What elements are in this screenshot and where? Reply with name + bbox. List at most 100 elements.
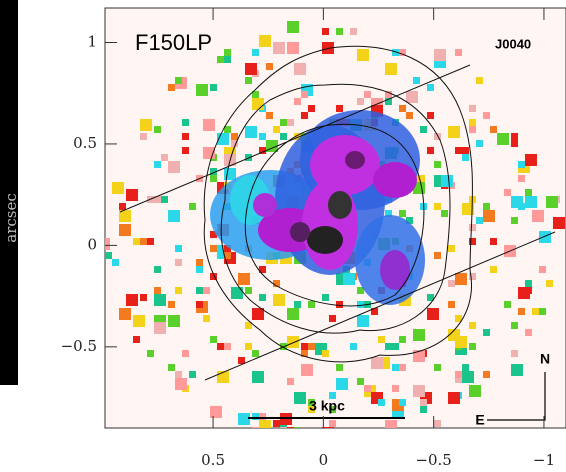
pixel <box>175 259 182 266</box>
pixel <box>231 133 238 140</box>
pixel <box>252 49 259 56</box>
pixel <box>350 343 357 350</box>
pixel <box>455 147 462 154</box>
pixel <box>154 196 161 203</box>
pixel <box>175 245 182 252</box>
pixel <box>399 364 406 371</box>
pixel <box>434 49 446 61</box>
pixel <box>427 147 434 154</box>
pixel <box>294 448 301 455</box>
pixel <box>399 105 406 112</box>
pixel <box>462 154 469 161</box>
emission-core <box>380 250 410 290</box>
pixel <box>252 350 259 357</box>
pixel <box>273 294 285 306</box>
pixel <box>203 287 210 294</box>
pixel <box>259 420 271 428</box>
pixel <box>413 329 425 341</box>
pixel <box>252 98 264 110</box>
emission-core <box>253 193 277 217</box>
pixel <box>525 196 537 208</box>
filter-title: F150LP <box>135 30 212 55</box>
pixel <box>154 126 161 133</box>
y-axis-label: arcsec <box>2 193 20 243</box>
pixel <box>259 294 266 301</box>
pixel <box>406 91 418 103</box>
pixel <box>427 84 434 91</box>
pixel <box>294 392 306 404</box>
pixel <box>224 343 231 350</box>
pixel <box>385 343 392 350</box>
pixel <box>259 35 271 47</box>
pixel <box>504 189 511 196</box>
pixel <box>399 49 406 56</box>
pixel <box>294 63 306 75</box>
pixel <box>217 343 224 350</box>
pixel <box>266 112 273 119</box>
pixel <box>287 336 299 348</box>
pixel <box>280 427 292 428</box>
pixel <box>154 266 161 273</box>
pixel <box>378 336 385 343</box>
pixel <box>427 308 439 320</box>
pixel <box>546 196 558 208</box>
pixel <box>357 301 364 308</box>
pixel <box>511 364 523 376</box>
pixel <box>252 413 259 420</box>
pixel <box>301 350 308 357</box>
pixel <box>462 147 469 154</box>
pixel <box>147 238 154 245</box>
pixel <box>294 133 301 140</box>
y-tick-label: 0.5 <box>73 134 97 152</box>
pixel <box>364 385 371 392</box>
pixel <box>392 385 399 392</box>
emission-core <box>310 135 380 195</box>
emission-peak <box>307 226 343 254</box>
pixel <box>280 133 287 140</box>
pixel <box>210 245 217 252</box>
pixel <box>105 238 110 250</box>
pixel <box>119 308 131 320</box>
pixel <box>196 287 203 294</box>
pixel <box>504 301 511 308</box>
pixel <box>357 98 364 105</box>
pixel <box>413 77 420 84</box>
pixel <box>294 434 301 441</box>
pixel <box>427 294 434 301</box>
pixel <box>441 175 453 187</box>
pixel <box>448 301 455 308</box>
pixel <box>245 77 252 84</box>
pixel <box>455 49 462 56</box>
pixel <box>490 266 497 273</box>
pixel <box>329 420 336 427</box>
pixel <box>385 91 392 98</box>
pixel <box>287 119 294 126</box>
pixel <box>112 259 119 266</box>
pixel <box>182 350 189 357</box>
pixel <box>336 364 343 371</box>
pixel <box>525 154 537 166</box>
pixel <box>161 196 168 203</box>
pixel <box>168 301 175 308</box>
x-tick-label: 0.5 <box>201 451 225 469</box>
pixel <box>294 98 301 105</box>
pixel <box>406 112 413 119</box>
pixel <box>455 315 462 322</box>
pixel <box>322 427 334 428</box>
pixel <box>224 252 231 259</box>
pixel <box>385 63 397 75</box>
pixel <box>245 126 257 138</box>
pixel <box>441 210 448 217</box>
pixel <box>119 203 126 210</box>
pixel <box>168 210 180 222</box>
pixel <box>476 217 483 224</box>
pixel <box>182 119 189 126</box>
pixel <box>525 280 532 287</box>
pixel <box>364 91 371 98</box>
pixel <box>357 287 364 294</box>
pixel <box>469 322 476 329</box>
pixel <box>140 119 152 131</box>
y-tick-label: 0 <box>87 235 97 253</box>
y-tick-label: 1 <box>87 32 97 50</box>
pixel <box>462 371 474 383</box>
